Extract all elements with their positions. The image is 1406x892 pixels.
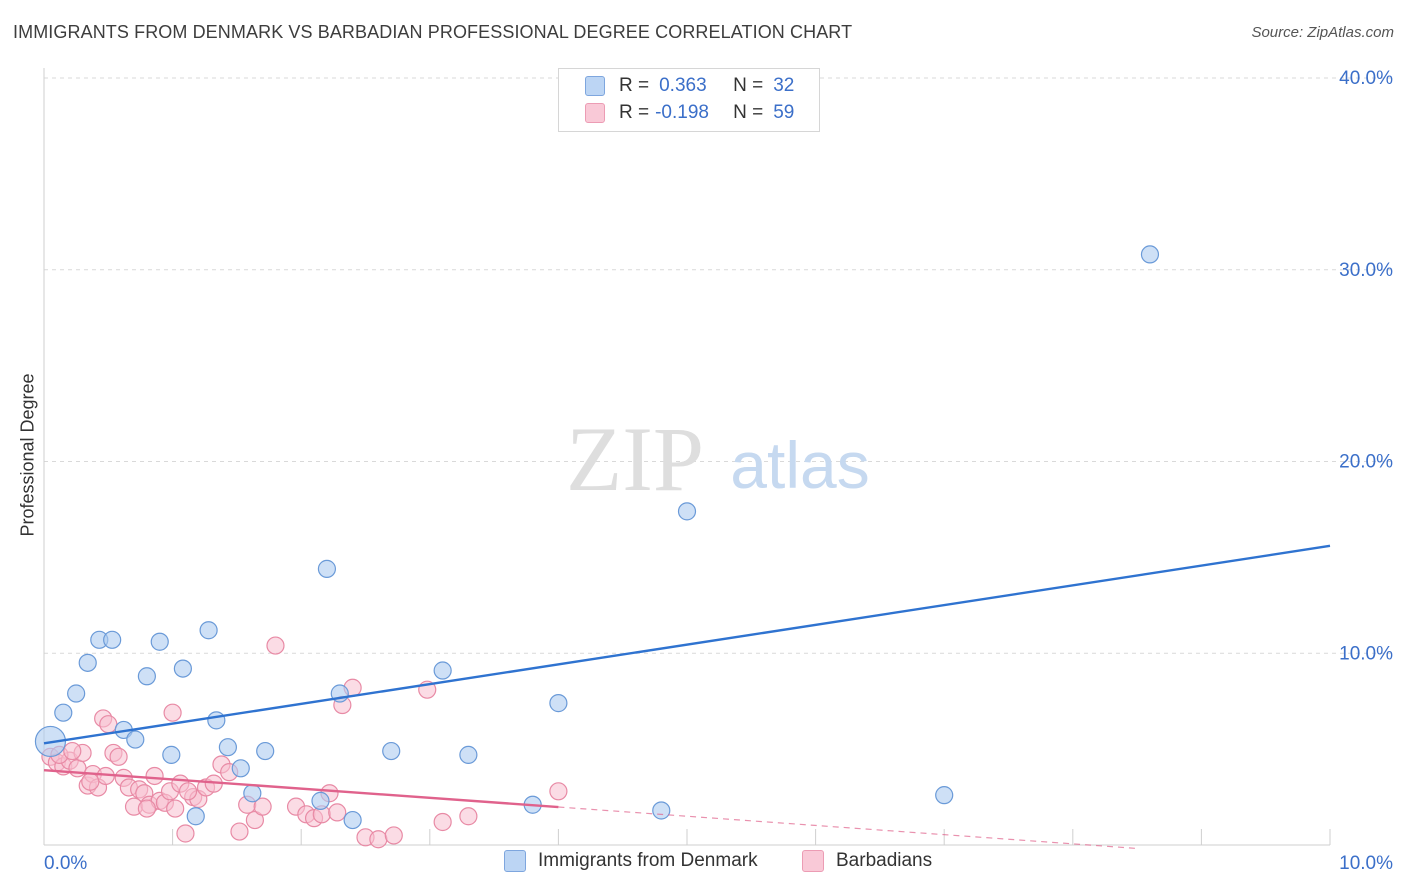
denmark-point	[549, 694, 568, 713]
barbadians-point	[253, 797, 272, 816]
barbadians-point	[433, 812, 452, 832]
barbadians-point	[176, 824, 195, 843]
barbadians-trend-line	[43, 769, 559, 809]
tick-labels: 10.0% 20.0% 30.0% 40.0% 0.0% 10.0%	[44, 68, 1393, 874]
barbadians-point	[166, 799, 185, 818]
chart-source: Source: ZipAtlas.com	[1251, 24, 1394, 41]
legend-r-label: R =	[619, 75, 650, 96]
legend-label-barbadians: Barbadians	[836, 850, 933, 871]
legend-r-value: -0.198	[655, 102, 709, 123]
chart-title: IMMIGRANTS FROM DENMARK VS BARBADIAN PRO…	[13, 22, 853, 42]
denmark-point	[162, 745, 181, 764]
barbadians-point	[549, 782, 568, 801]
legend-item-denmark: Immigrants from Denmark	[504, 850, 758, 872]
series-legend: Immigrants from Denmark Barbadians	[0, 850, 1406, 880]
denmark-point	[103, 630, 122, 649]
denmark-point	[186, 807, 205, 826]
denmark-point	[1140, 245, 1160, 264]
barbadians-point	[245, 810, 265, 830]
barbadians-points	[41, 636, 568, 849]
denmark-point	[199, 621, 218, 640]
denmark-point	[459, 745, 478, 764]
axes	[43, 68, 1331, 846]
legend-swatch-blue	[504, 850, 526, 872]
denmark-point	[935, 786, 954, 805]
barbadians-point	[459, 807, 478, 826]
denmark-point	[78, 653, 97, 672]
barbadians-trend-line-dashed	[558, 806, 1138, 850]
legend-n-value: 32	[773, 75, 795, 96]
barbadians-point	[81, 772, 100, 791]
barbadians-point	[369, 830, 388, 849]
barbadians-point	[68, 759, 87, 778]
denmark-point	[256, 741, 275, 761]
legend-label-denmark: Immigrants from Denmark	[538, 850, 758, 871]
denmark-point	[126, 730, 145, 749]
denmark-point	[207, 711, 226, 730]
denmark-point	[231, 759, 250, 778]
denmark-point	[317, 559, 337, 578]
y-tick-label: 20.0%	[1339, 452, 1393, 473]
denmark-trend-line	[43, 544, 1331, 745]
barbadians-point	[109, 747, 128, 766]
legend-n-value: 59	[773, 102, 795, 123]
barbadians-point	[328, 803, 347, 822]
denmark-point	[150, 632, 169, 651]
denmark-point	[137, 667, 156, 686]
watermark: ZIP atlas	[566, 408, 870, 510]
denmark-point	[173, 659, 192, 678]
watermark-zip: ZIP	[566, 408, 704, 510]
denmark-point	[67, 684, 86, 703]
y-tick-label: 40.0%	[1339, 68, 1393, 89]
denmark-point	[652, 801, 671, 820]
legend-row-denmark: R = 0.363 N = 32	[585, 74, 794, 98]
legend-r-label: R =	[619, 102, 650, 123]
legend-swatch-pink	[802, 850, 824, 872]
barbadians-point	[266, 636, 285, 655]
legend-swatch-blue	[585, 76, 605, 96]
barbadians-point	[178, 782, 198, 801]
denmark-point	[54, 703, 73, 722]
denmark-point	[218, 738, 237, 757]
denmark-points	[34, 245, 1160, 830]
legend-n-label: N =	[733, 102, 764, 123]
x-tick-label: 10.0%	[1339, 853, 1393, 874]
grid-lines	[44, 77, 1392, 654]
legend-r-value: 0.363	[659, 75, 707, 96]
barbadians-point	[99, 715, 118, 734]
barbadians-point	[137, 799, 156, 818]
denmark-point	[343, 810, 362, 830]
legend-item-barbadians: Barbadians	[802, 850, 932, 872]
denmark-point	[433, 661, 452, 680]
barbadians-point	[163, 703, 182, 722]
denmark-point	[311, 791, 330, 810]
denmark-point	[677, 502, 697, 521]
watermark-atlas: atlas	[730, 428, 869, 502]
barbadians-point	[230, 822, 249, 841]
stats-legend: R = 0.363 N = 32 R = -0.198 N = 59	[558, 68, 820, 132]
barbadians-point	[145, 766, 164, 786]
denmark-point	[243, 784, 262, 803]
legend-swatch-pink	[585, 103, 605, 123]
trend-lines	[43, 544, 1331, 850]
legend-n-label: N =	[733, 75, 764, 96]
y-tick-label: 10.0%	[1339, 643, 1393, 664]
legend-row-barbadians: R = -0.198 N = 59	[585, 101, 794, 125]
barbadians-point	[63, 741, 82, 761]
y-tick-label: 30.0%	[1339, 260, 1393, 281]
x-tick-label: 0.0%	[44, 853, 87, 874]
denmark-point	[382, 741, 401, 761]
barbadians-point	[384, 826, 403, 845]
